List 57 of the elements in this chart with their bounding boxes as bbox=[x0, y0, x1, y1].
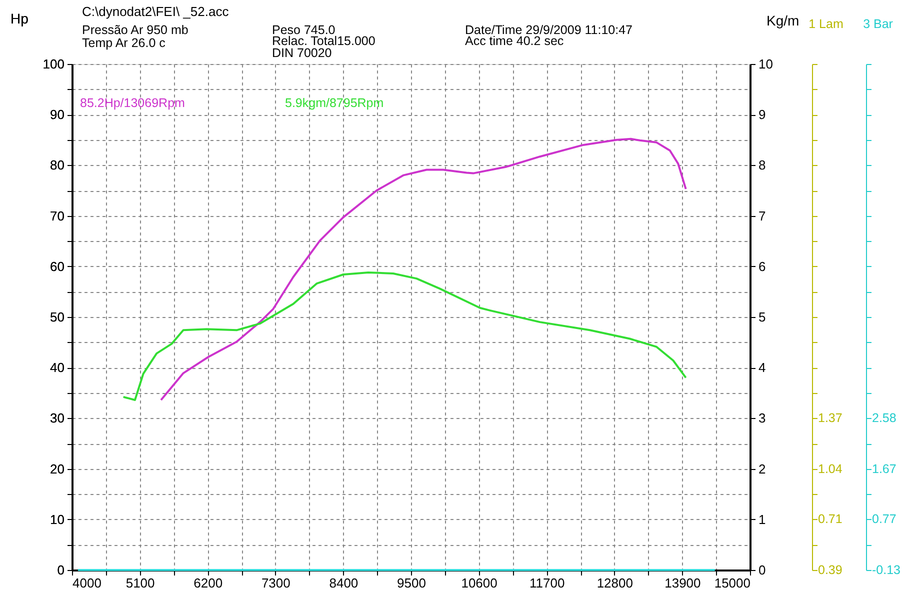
text: Peso 745.0 bbox=[272, 23, 336, 37]
text: 0.77 bbox=[872, 512, 896, 526]
y2-tick-label: 4 bbox=[758, 360, 766, 376]
y-tick-label: 90 bbox=[50, 107, 64, 122]
y2-tick-label: 1 bbox=[758, 512, 766, 527]
x-tick-label: 11700 bbox=[530, 576, 565, 590]
y-tick-label: 80 bbox=[50, 158, 64, 173]
text: Pressão Ar 950 mb bbox=[82, 23, 188, 37]
text: 2.58 bbox=[872, 411, 896, 425]
text: Date/Time 29/9/2009 11:10:47 bbox=[465, 23, 633, 37]
y2-tick-label: 9 bbox=[758, 107, 766, 122]
y-tick-label: 30 bbox=[50, 410, 64, 426]
y-tick-label: 0 bbox=[57, 562, 64, 578]
y2-tick-label: 5 bbox=[758, 310, 766, 324]
y2-tick-label: 10 bbox=[758, 56, 773, 72]
text: DIN 70020 bbox=[272, 46, 332, 60]
x-tick-label: 15000 bbox=[714, 576, 750, 590]
y-tick-label: 20 bbox=[50, 461, 64, 476]
y2-tick-label: 3 bbox=[758, 410, 766, 426]
text: Relac. Total15.000 bbox=[272, 34, 376, 48]
x-tick-label: 13900 bbox=[664, 576, 701, 590]
x-tick-label: 8400 bbox=[329, 576, 358, 590]
x-tick-label: 10600 bbox=[461, 576, 498, 590]
y-tick-label: 70 bbox=[50, 208, 64, 224]
annotation: 85.2Hp/13069Rpm bbox=[80, 96, 185, 110]
line-series bbox=[160, 138, 687, 401]
line-series bbox=[122, 271, 687, 401]
y-tick-label: 60 bbox=[50, 258, 64, 274]
text: 1 Lam bbox=[808, 17, 844, 31]
y2-tick-label: 7 bbox=[758, 208, 766, 224]
text: 0.39 bbox=[818, 563, 842, 577]
y-tick-label: 50 bbox=[50, 310, 64, 324]
text: Acc time 40.2 sec bbox=[465, 34, 564, 48]
text: 1.04 bbox=[818, 462, 842, 476]
y-tick-label: 10 bbox=[50, 512, 64, 527]
y2-tick-label: 6 bbox=[758, 258, 766, 274]
text: -0.13 bbox=[872, 563, 901, 577]
annotation: 5.9kgm/8795Rpm bbox=[285, 96, 384, 110]
text: 0.71 bbox=[818, 512, 842, 526]
x-tick-label: 5100 bbox=[126, 576, 155, 590]
y2-tick-label: 2 bbox=[758, 461, 766, 476]
y-axis-title: Hp bbox=[10, 10, 29, 26]
y-tick-label: 40 bbox=[50, 360, 64, 376]
y2-tick-label: 0 bbox=[758, 562, 766, 578]
text: 3 Bar bbox=[863, 17, 893, 31]
text: Temp Ar 26.0 c bbox=[82, 36, 166, 50]
text: 1.67 bbox=[872, 462, 896, 476]
chart-title: C:\dynodat2\FEI\ _52.acc bbox=[82, 4, 230, 19]
y-tick-label: 100 bbox=[42, 56, 64, 72]
y2-tick-label: 8 bbox=[758, 158, 766, 173]
x-tick-label: 4000 bbox=[72, 576, 102, 590]
x-tick-label: 9500 bbox=[397, 576, 426, 590]
x-tick-label: 7300 bbox=[261, 576, 290, 590]
y2-axis-title: Kg/m bbox=[766, 12, 800, 28]
text: 1.37 bbox=[818, 411, 842, 425]
x-tick-label: 6200 bbox=[194, 576, 223, 590]
x-tick-label: 12800 bbox=[596, 576, 633, 590]
